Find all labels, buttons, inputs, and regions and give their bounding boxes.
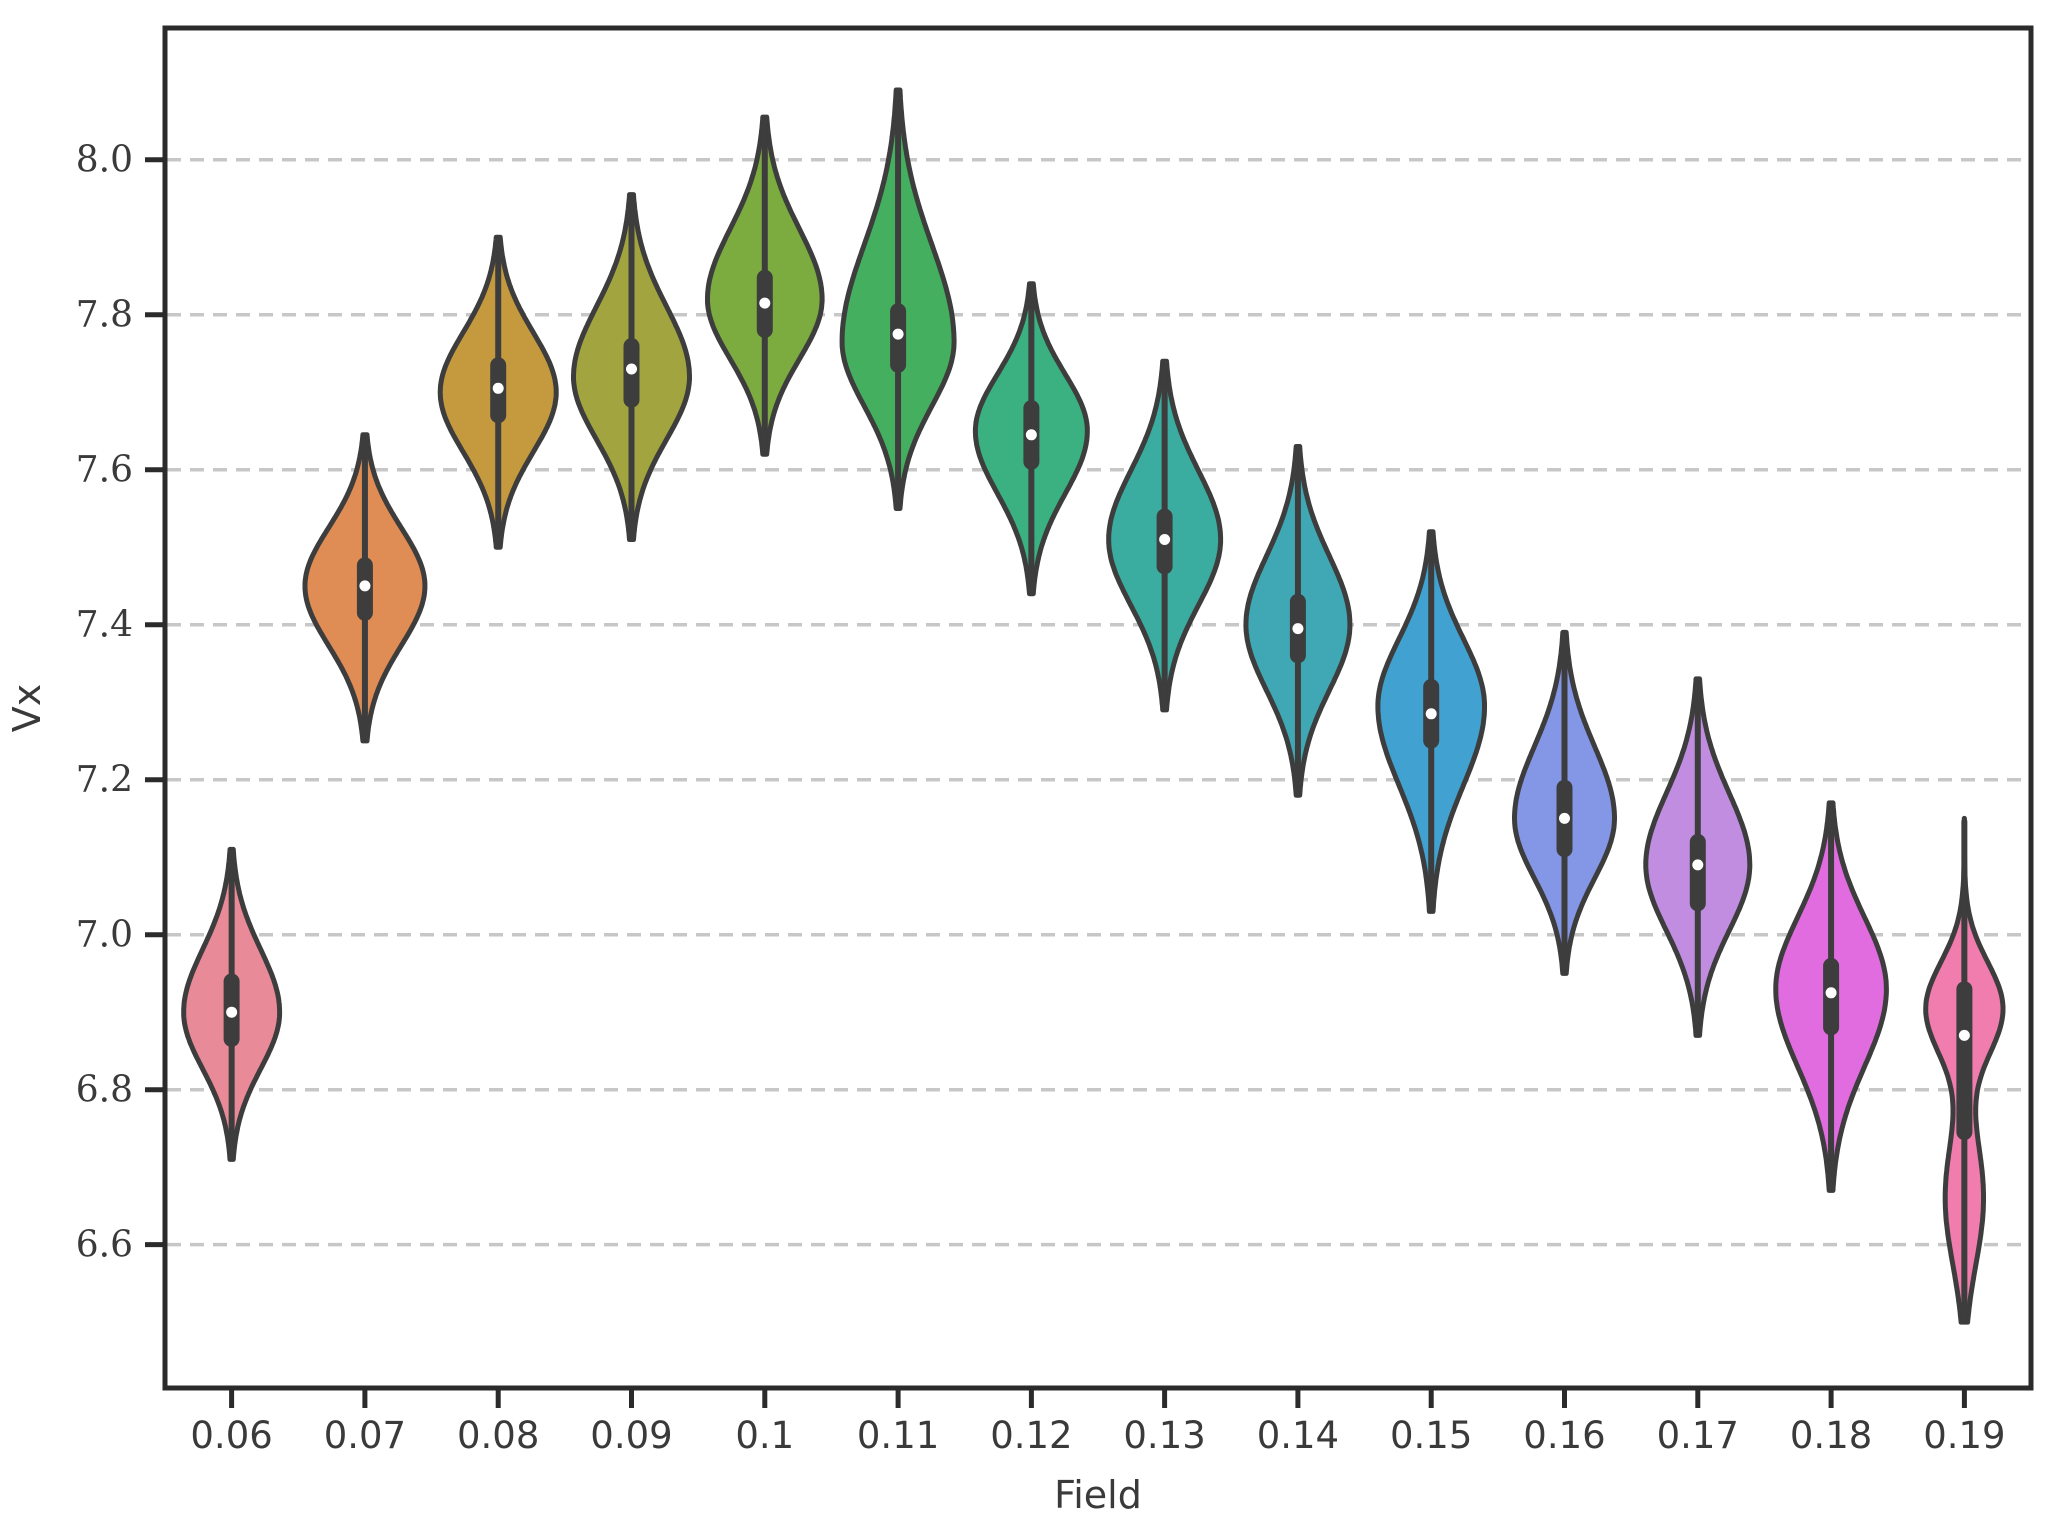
violin-median-dot-0.07 [359, 580, 371, 592]
y-tick-label: 6.8 [76, 1070, 133, 1111]
violin-median-dot-0.16 [1559, 812, 1570, 824]
violins-layer [181, 87, 2006, 1325]
x-tick-label: 0.06 [190, 1414, 272, 1457]
x-tick-label: 0.1 [735, 1414, 794, 1457]
x-tick-label: 0.09 [590, 1414, 672, 1457]
x-tick-label: 0.14 [1257, 1414, 1339, 1457]
x-tick-label: 0.11 [857, 1414, 939, 1457]
violin-median-dot-0.14 [1292, 623, 1304, 635]
x-tick-label: 0.19 [1923, 1414, 2005, 1457]
y-tick-label: 8.0 [76, 140, 133, 181]
gridlines-layer [167, 157, 2029, 1247]
violin-median-dot-0.08 [492, 382, 504, 394]
violin-median-dot-0.11 [892, 328, 904, 340]
y-tick-label: 7.0 [76, 915, 133, 956]
x-tick-label: 0.18 [1790, 1414, 1872, 1457]
violin-median-dot-0.09 [626, 363, 637, 375]
violin-median-dot-0.17 [1692, 859, 1704, 871]
y-tick-label: 6.6 [76, 1225, 133, 1266]
y-tick-label: 7.4 [76, 605, 133, 646]
x-tick-label: 0.15 [1390, 1414, 1472, 1457]
y-tick-label: 7.8 [76, 295, 133, 336]
x-tick-label: 0.13 [1123, 1414, 1205, 1457]
violin-median-dot-0.12 [1025, 429, 1037, 441]
plot-border [162, 25, 2034, 1391]
violin-iqr-box-0.19 [1956, 981, 1973, 1141]
x-tick-label: 0.12 [990, 1414, 1072, 1457]
y-tick-label: 7.2 [76, 760, 133, 801]
violin-median-dot-0.15 [1425, 708, 1437, 720]
violin-median-dot-0.19 [1958, 1029, 1970, 1041]
y-tick-label: 7.6 [76, 450, 133, 491]
violin-median-dot-0.06 [226, 1006, 238, 1018]
x-tick-label: 0.17 [1657, 1414, 1739, 1457]
axes-layer: 6.6 6.8 7.0 7.2 7.4 7.6 7.8 8.0 0.06 0.07 0.08 0.09… [76, 25, 2034, 1457]
violin-iqr-box-0.17 [1689, 833, 1706, 912]
violin-median-dot-0.13 [1159, 534, 1171, 545]
x-tick-label: 0.08 [457, 1414, 539, 1457]
violin-median-dot-0.18 [1825, 987, 1837, 999]
x-axis-title: Field [1054, 1473, 1142, 1517]
x-tick-label: 0.16 [1523, 1414, 1605, 1457]
violin-median-dot-0.1 [759, 297, 771, 309]
x-tick-label: 0.07 [324, 1414, 406, 1457]
y-axis-title: Vx [5, 684, 49, 732]
